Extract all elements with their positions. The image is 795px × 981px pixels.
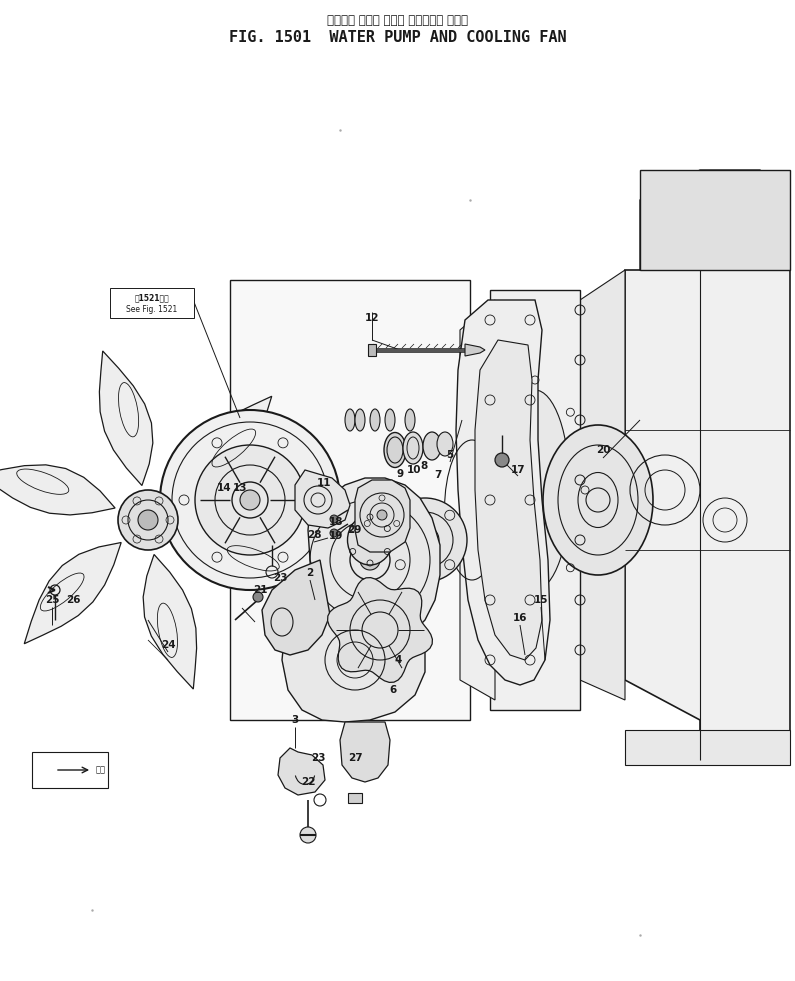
Bar: [230, 280, 470, 720]
Text: 16: 16: [513, 613, 527, 623]
Text: 23: 23: [311, 753, 325, 763]
Circle shape: [383, 498, 467, 582]
Polygon shape: [295, 470, 350, 528]
Polygon shape: [175, 396, 272, 497]
Circle shape: [377, 510, 387, 520]
Polygon shape: [580, 270, 625, 700]
Polygon shape: [340, 722, 390, 782]
Text: 19: 19: [329, 531, 343, 541]
Polygon shape: [278, 748, 325, 795]
Ellipse shape: [355, 409, 365, 431]
Circle shape: [138, 510, 158, 530]
Circle shape: [118, 490, 178, 550]
Polygon shape: [25, 542, 121, 644]
Text: See Fig. 1521: See Fig. 1521: [126, 305, 177, 315]
Text: 27: 27: [347, 753, 363, 763]
Text: 8: 8: [421, 461, 428, 471]
Bar: [110, 288, 194, 318]
Polygon shape: [355, 480, 410, 552]
Polygon shape: [308, 478, 440, 640]
Text: 21: 21: [253, 585, 267, 595]
Text: 22: 22: [301, 777, 316, 787]
Polygon shape: [143, 554, 196, 689]
Text: 7: 7: [434, 470, 442, 480]
Circle shape: [330, 515, 338, 523]
Text: ウォータ ポンプ および クーリング ファン: ウォータ ポンプ および クーリング ファン: [327, 14, 468, 27]
Polygon shape: [99, 351, 153, 486]
Text: 28: 28: [307, 530, 321, 540]
Polygon shape: [456, 300, 550, 685]
Polygon shape: [640, 170, 790, 270]
Text: 14: 14: [217, 483, 231, 493]
Polygon shape: [282, 596, 425, 722]
Polygon shape: [625, 220, 790, 760]
Polygon shape: [181, 525, 317, 575]
Text: 4: 4: [394, 655, 401, 665]
Circle shape: [195, 445, 305, 555]
Ellipse shape: [500, 390, 570, 590]
Text: 3: 3: [292, 715, 299, 725]
Text: 5: 5: [446, 450, 454, 460]
Ellipse shape: [347, 515, 393, 565]
Ellipse shape: [385, 409, 395, 431]
Text: 10: 10: [407, 465, 421, 475]
Circle shape: [300, 827, 316, 843]
Ellipse shape: [370, 409, 380, 431]
Text: 15: 15: [533, 595, 549, 605]
Ellipse shape: [423, 432, 441, 460]
Bar: [368, 344, 376, 356]
Text: 24: 24: [161, 640, 176, 650]
Text: 26: 26: [66, 595, 80, 605]
Text: 2: 2: [306, 568, 313, 578]
Text: 25: 25: [45, 595, 60, 605]
Text: 図1521参照: 図1521参照: [134, 293, 169, 302]
Ellipse shape: [384, 433, 406, 468]
Circle shape: [330, 529, 338, 537]
Ellipse shape: [437, 432, 453, 456]
Text: 29: 29: [347, 525, 361, 535]
Circle shape: [360, 550, 380, 570]
Polygon shape: [490, 290, 580, 710]
Text: FIG. 1501  WATER PUMP AND COOLING FAN: FIG. 1501 WATER PUMP AND COOLING FAN: [229, 30, 566, 45]
Ellipse shape: [403, 432, 423, 464]
Text: 18: 18: [329, 517, 343, 527]
Text: 17: 17: [510, 465, 525, 475]
Polygon shape: [0, 465, 115, 515]
Text: 23: 23: [273, 573, 287, 583]
Polygon shape: [460, 300, 495, 700]
Circle shape: [253, 592, 263, 602]
Polygon shape: [262, 560, 330, 655]
Circle shape: [240, 490, 260, 510]
Ellipse shape: [345, 409, 355, 431]
Bar: [625, 730, 790, 765]
Bar: [640, 170, 790, 270]
Text: 12: 12: [365, 313, 379, 323]
Ellipse shape: [405, 409, 415, 431]
Text: 6: 6: [390, 685, 397, 695]
Polygon shape: [475, 340, 542, 660]
Text: 前方: 前方: [96, 765, 106, 775]
Text: 9: 9: [397, 469, 404, 479]
Circle shape: [495, 453, 509, 467]
Text: 11: 11: [316, 478, 332, 488]
Text: 13: 13: [233, 483, 247, 493]
Ellipse shape: [543, 425, 653, 575]
Bar: [348, 793, 362, 803]
Text: 20: 20: [595, 445, 611, 455]
Polygon shape: [328, 578, 432, 683]
Circle shape: [160, 410, 340, 590]
Polygon shape: [465, 344, 485, 356]
